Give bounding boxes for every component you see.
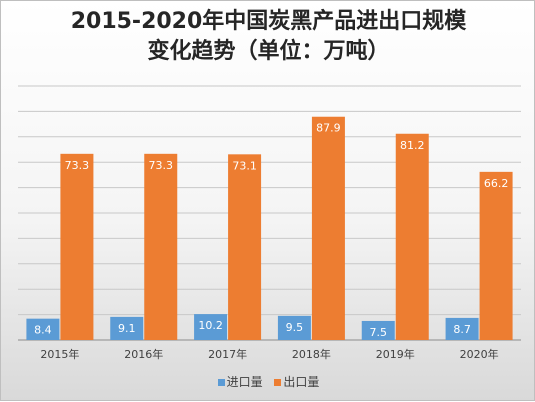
chart-title: 2015-2020年中国炭黑产品进出口规模 变化趋势（单位：万吨） xyxy=(1,7,535,67)
x-tick-label: 2020年 xyxy=(460,347,499,361)
x-tick-label: 2018年 xyxy=(292,347,331,361)
chart-title-line-2: 变化趋势（单位：万吨） xyxy=(147,39,390,64)
bar-import xyxy=(194,314,228,340)
bar-export xyxy=(144,153,178,340)
bar-export xyxy=(228,154,262,340)
data-label-export: 87.9 xyxy=(316,122,341,135)
bar-import xyxy=(361,320,395,340)
bar-export xyxy=(60,153,94,340)
bar-import xyxy=(110,316,144,340)
data-label-import: 7.5 xyxy=(370,326,388,339)
data-label-import: 9.5 xyxy=(286,321,304,334)
x-tick-label: 2017年 xyxy=(208,347,247,361)
data-label-import: 9.1 xyxy=(118,322,136,335)
x-tick-label: 2019年 xyxy=(376,347,415,361)
data-label-export: 66.2 xyxy=(484,177,509,190)
chart-title-line-1: 2015-2020年中国炭黑产品进出口规模 xyxy=(70,9,467,34)
legend-item-export: 出口量 xyxy=(274,373,319,390)
legend-swatch-import xyxy=(217,379,225,386)
x-tick-label: 2016年 xyxy=(124,347,163,361)
chart-legend: 进口量 出口量 xyxy=(1,373,535,390)
bar-export xyxy=(395,133,429,340)
bar-export xyxy=(311,116,345,340)
data-label-export: 81.2 xyxy=(400,139,425,152)
bar-export xyxy=(479,171,513,340)
legend-label-import: 进口量 xyxy=(226,375,263,389)
x-tick-label: 2015年 xyxy=(40,347,79,361)
data-label-export: 73.1 xyxy=(232,159,257,172)
data-label-export: 73.3 xyxy=(149,159,174,172)
legend-label-export: 出口量 xyxy=(283,375,320,389)
data-label-import: 8.7 xyxy=(453,323,471,336)
legend-item-import: 进口量 xyxy=(217,373,263,390)
data-label-export: 73.3 xyxy=(65,159,90,172)
bar-import xyxy=(277,315,311,340)
bar-import xyxy=(445,317,479,340)
legend-swatch-export xyxy=(274,379,282,386)
data-label-import: 10.2 xyxy=(198,319,223,332)
bar-import xyxy=(26,318,60,340)
data-label-import: 8.4 xyxy=(34,324,52,337)
